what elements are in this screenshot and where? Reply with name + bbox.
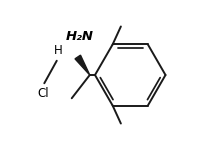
Text: Cl: Cl bbox=[38, 87, 49, 100]
Polygon shape bbox=[75, 55, 90, 75]
Text: H: H bbox=[54, 44, 63, 57]
Text: H₂N: H₂N bbox=[66, 30, 94, 43]
